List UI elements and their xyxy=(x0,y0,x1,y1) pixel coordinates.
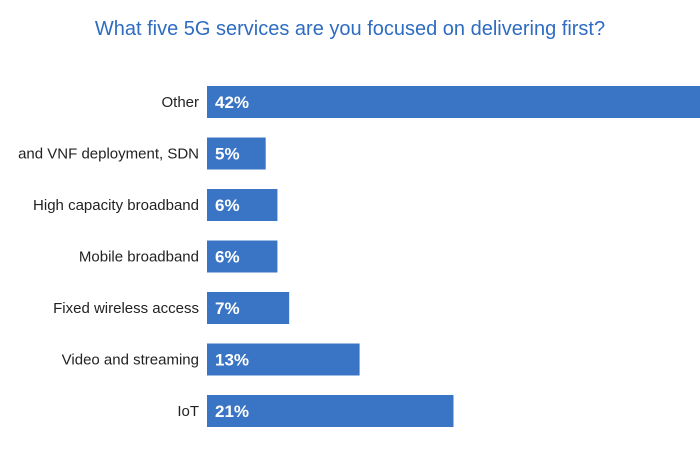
bars-group: Other 42% and VNF deployment, SDN 5% High ca… xyxy=(18,86,700,427)
category-label: IoT xyxy=(177,403,199,420)
bar-0 xyxy=(207,86,700,118)
value-label: 21% xyxy=(215,402,249,421)
value-label: 5% xyxy=(215,145,240,164)
value-label: 6% xyxy=(215,248,240,267)
value-label: 13% xyxy=(215,351,249,370)
bar-1 xyxy=(207,137,266,170)
category-label: Fixed wireless access xyxy=(53,300,199,317)
bar-2 xyxy=(207,189,278,221)
value-label: 7% xyxy=(215,299,240,318)
bar-6 xyxy=(207,395,454,427)
chart-title: What five 5G services are you focused on… xyxy=(94,18,606,40)
value-label: 42% xyxy=(215,93,249,112)
bar-3 xyxy=(207,240,278,273)
value-label: 6% xyxy=(215,196,240,215)
category-label: and VNF deployment, SDN xyxy=(18,146,199,163)
category-label: High capacity broadband xyxy=(33,197,199,214)
category-label: Mobile broadband xyxy=(79,249,199,266)
category-label: Other xyxy=(161,94,199,111)
category-label: Video and streaming xyxy=(62,352,199,369)
bar-5 xyxy=(207,343,360,376)
bar-4 xyxy=(207,292,290,324)
